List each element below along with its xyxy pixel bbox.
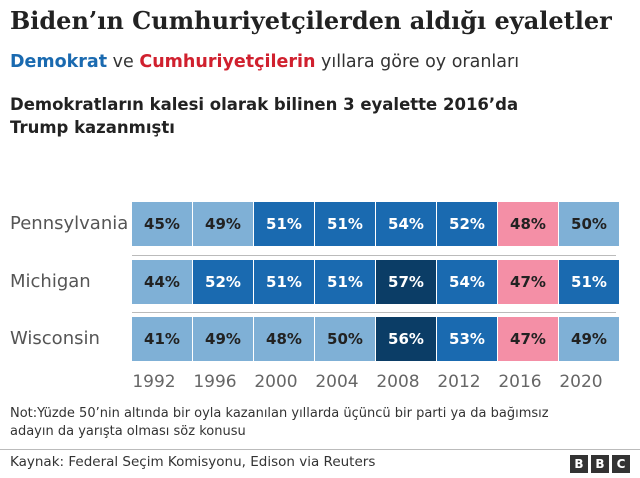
vote-share-cell: 51% (254, 260, 314, 304)
vote-share-cell: 50% (559, 202, 619, 246)
row-divider (132, 255, 616, 256)
vote-share-cell: 48% (498, 202, 558, 246)
chart-heading: Demokratların kalesi olarak bilinen 3 ey… (10, 95, 519, 137)
vote-share-cell: 52% (437, 202, 497, 246)
vote-share-cell: 49% (193, 202, 253, 246)
vote-share-cell: 48% (254, 317, 314, 361)
subtitle-connector: ve (107, 52, 140, 72)
year-label: 2000 (254, 372, 298, 392)
state-row: 41% 49% 48% 50% 56% 53% 47% 49% (132, 317, 619, 361)
vote-share-cell: 49% (559, 317, 619, 361)
year-label: 2016 (498, 372, 542, 392)
state-row: 44% 52% 51% 51% 57% 54% 47% 51% (132, 260, 619, 304)
vote-share-cell: 54% (437, 260, 497, 304)
state-label: Michigan (10, 271, 91, 292)
subtitle-democrat: Demokrat (10, 52, 108, 72)
footnote: Not:Yüzde 50’nin altında bir oyla kazanı… (10, 406, 549, 439)
vote-share-cell: 49% (193, 317, 253, 361)
vote-share-cell: 53% (437, 317, 497, 361)
row-divider (132, 312, 616, 313)
vote-share-cell: 51% (315, 202, 375, 246)
bbc-logo: B B C (570, 455, 630, 473)
vote-share-cell: 47% (498, 317, 558, 361)
year-label: 2008 (376, 372, 420, 392)
vote-share-cell: 44% (132, 260, 192, 304)
source-text: Kaynak: Federal Seçim Komisyonu, Edison … (10, 454, 376, 470)
subtitle-republican: Cumhuriyetçilerin (139, 52, 316, 72)
vote-share-cell: 45% (132, 202, 192, 246)
vote-share-cell: 51% (254, 202, 314, 246)
vote-share-cell: 57% (376, 260, 436, 304)
year-label: 2020 (559, 372, 603, 392)
vote-share-cell: 54% (376, 202, 436, 246)
subtitle-rest: yıllara göre oy oranları (315, 52, 520, 72)
vote-share-cell: 51% (315, 260, 375, 304)
year-label: 2004 (315, 372, 359, 392)
vote-share-cell: 47% (498, 260, 558, 304)
year-label: 1992 (132, 372, 176, 392)
vote-share-cell: 56% (376, 317, 436, 361)
vote-share-cell: 50% (315, 317, 375, 361)
chart-subtitle: Demokrat ve Cumhuriyetçilerin yıllara gö… (10, 52, 519, 72)
vote-share-cell: 52% (193, 260, 253, 304)
vote-share-cell: 51% (559, 260, 619, 304)
year-label: 2012 (437, 372, 481, 392)
state-label: Pennsylvania (10, 213, 129, 234)
logo-letter: B (591, 455, 609, 473)
chart-title: Biden’ın Cumhuriyetçilerden aldığı eyale… (10, 6, 612, 35)
year-label: 1996 (193, 372, 237, 392)
vote-share-cell: 41% (132, 317, 192, 361)
source-divider (0, 449, 640, 450)
state-row: 45% 49% 51% 51% 54% 52% 48% 50% (132, 202, 619, 246)
logo-letter: C (612, 455, 630, 473)
logo-letter: B (570, 455, 588, 473)
state-label: Wisconsin (10, 328, 100, 349)
